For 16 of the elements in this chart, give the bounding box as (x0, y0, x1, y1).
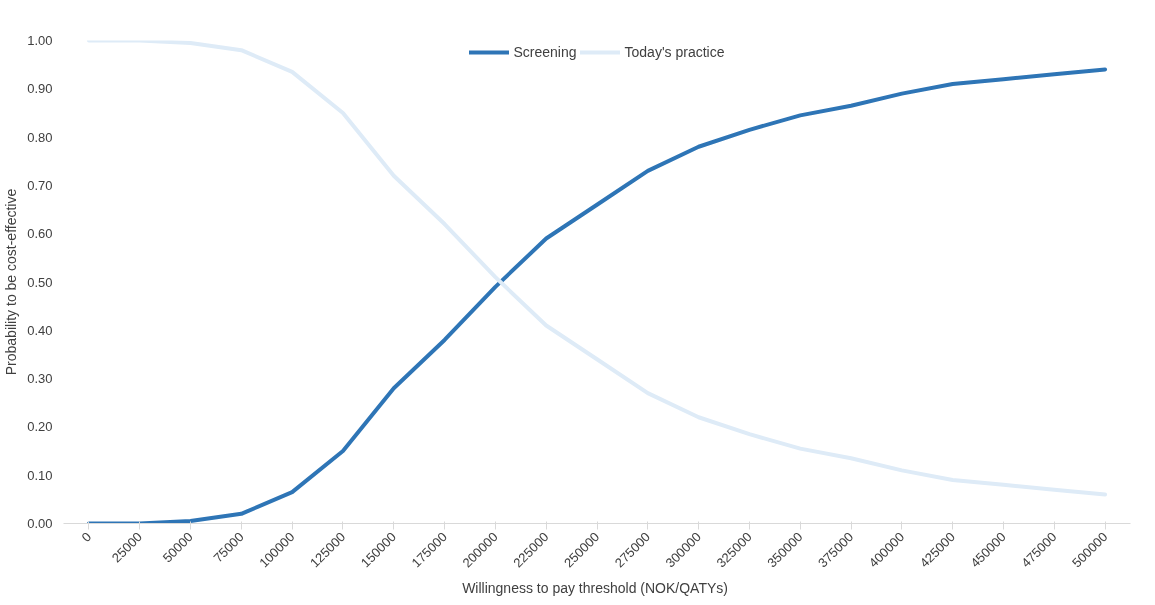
y-tick-label: 0.00 (27, 516, 53, 531)
y-tick-label: 0.30 (27, 371, 53, 387)
y-axis-title: Probability to be cost-effective (3, 188, 20, 376)
y-tick-label: 0.60 (27, 226, 53, 242)
y-tick-label: 0.70 (27, 177, 53, 193)
x-tick-label: 0 (78, 529, 95, 545)
legend-label: Screening (513, 44, 577, 60)
y-tick-label: 0.10 (27, 467, 53, 483)
y-tick-label: 0.80 (27, 129, 53, 145)
y-tick-label: 0.40 (27, 322, 53, 338)
legend-label: Today's practice (624, 44, 725, 60)
y-tick-label: 1.00 (27, 33, 53, 48)
y-tick-label: 0.50 (27, 274, 53, 290)
x-axis-title: Willingness to pay threshold (NOK/QATYs) (462, 579, 728, 596)
y-tick-label: 0.90 (27, 81, 53, 97)
y-tick-label: 0.20 (27, 419, 53, 435)
